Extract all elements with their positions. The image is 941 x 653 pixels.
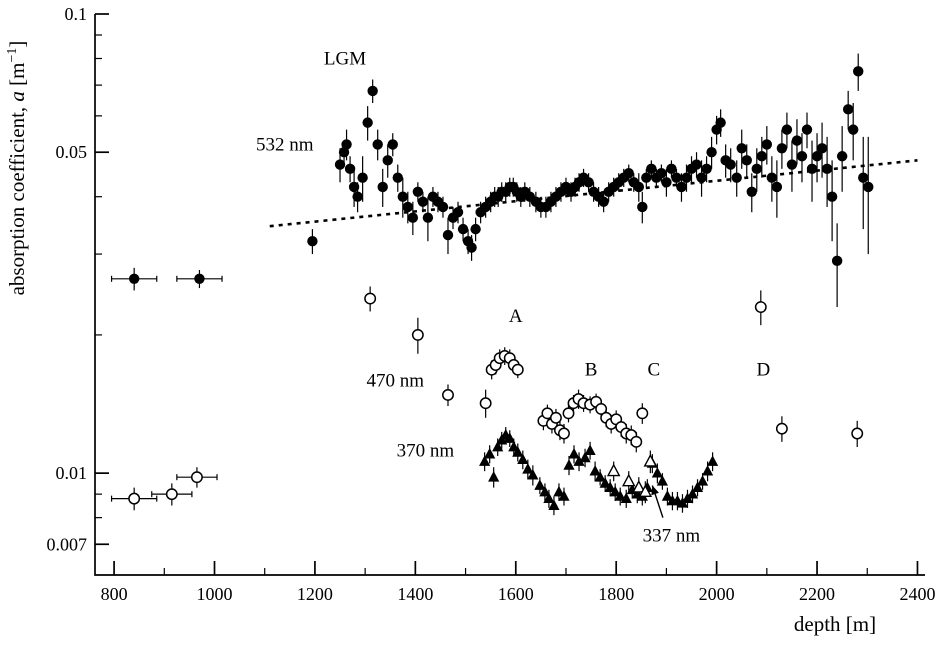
annotation-470nm-label: 470 nm <box>367 371 425 392</box>
series-470-nm <box>110 286 864 511</box>
annotation-370nm-label: 370 nm <box>397 441 455 462</box>
series-370-nm <box>479 427 719 516</box>
annotation-c: C <box>648 360 661 381</box>
annotation-532nm-label: 532 nm <box>256 134 314 155</box>
y-tick-label: 0.1 <box>65 4 88 24</box>
annotation-lgm-label: LGM <box>324 48 366 69</box>
y-axis-title-text: absorption coefficient, a [m−1] <box>5 41 29 296</box>
annotation-lgm: LGM <box>324 48 366 69</box>
y-tick-label: 0.007 <box>47 534 88 554</box>
x-tick-label: 2400 <box>899 584 935 604</box>
annotation-470nm: 470 nm <box>367 371 425 392</box>
y-axis-title: absorption coefficient, a [m−1] <box>5 41 29 296</box>
x-tick-label: 1800 <box>598 584 634 604</box>
y-tick-label: 0.05 <box>56 142 88 162</box>
x-tick-label: 1600 <box>498 584 534 604</box>
axes <box>94 14 925 576</box>
annotation-d-label: D <box>756 360 770 381</box>
annotation-b: B <box>585 360 598 381</box>
annotation-a: A <box>509 306 523 327</box>
annotation-a-label: A <box>509 306 523 327</box>
annotation-c-label: C <box>648 360 661 381</box>
x-axis: 800 1000 1200 1400 1600 1800 2000 2200 2400 <box>101 561 935 604</box>
y-tick-label: 0.01 <box>56 463 88 483</box>
series-337-nm <box>606 450 658 504</box>
x-tick-label: 1400 <box>397 584 433 604</box>
x-tick-label: 1200 <box>297 584 333 604</box>
annotation-337nm-label: 337 nm <box>643 525 701 546</box>
y-axis: 0.1 0.05 0.01 0.007 <box>47 4 109 554</box>
x-tick-label: 800 <box>101 584 128 604</box>
x-axis-title: depth [m] <box>794 612 876 636</box>
x-tick-label: 2000 <box>699 584 735 604</box>
annotation-d: D <box>756 360 770 381</box>
x-tick-label: 1000 <box>197 584 233 604</box>
annotation-337nm: 337 nm <box>643 525 701 546</box>
annotation-b-label: B <box>585 360 598 381</box>
series-532-nm <box>110 53 874 308</box>
annotation-arrow-337nm <box>651 485 664 518</box>
x-tick-label: 2200 <box>799 584 835 604</box>
plot-layer: 0.1 0.05 0.01 0.007 800 1000 1200 1400 1600 1800 2… <box>47 4 936 604</box>
annotation-370nm: 370 nm <box>397 441 455 462</box>
annotation-532nm: 532 nm <box>256 134 314 155</box>
